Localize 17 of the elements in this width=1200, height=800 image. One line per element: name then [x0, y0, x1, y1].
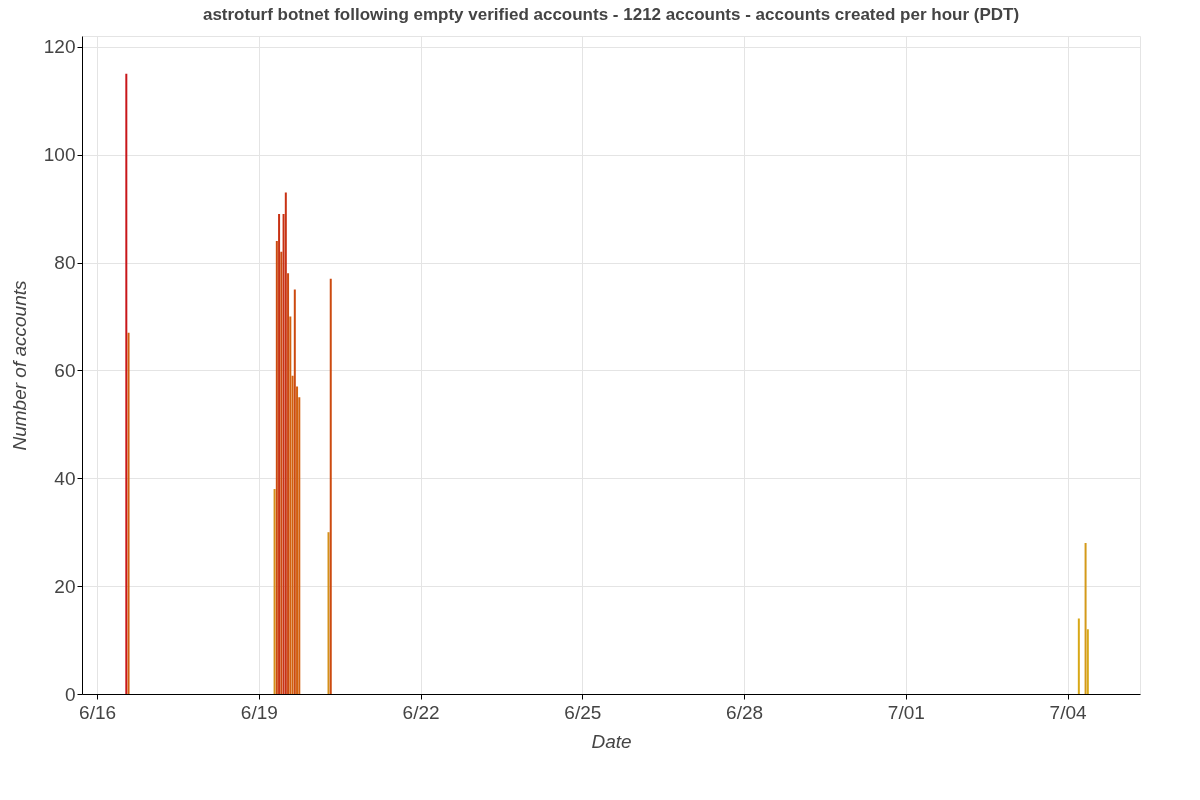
chart-title: astroturf botnet following empty verified accounts - 1212 accounts - accounts created per hour (PDT)	[202, 5, 1020, 24]
y-tick-label: 20	[54, 575, 76, 597]
x-tick-label: 6/22	[402, 701, 440, 723]
y-tick-label: 0	[64, 683, 76, 705]
x-tick-label: 6/25	[564, 701, 602, 723]
x-axis-title: Date	[591, 730, 632, 752]
y-tick-label: 40	[54, 467, 76, 489]
y-axis-title: Number of accounts	[8, 279, 30, 451]
y-tick-label: 120	[43, 36, 76, 58]
y-tick-label: 100	[43, 144, 76, 166]
y-tick-label: 60	[54, 359, 76, 381]
x-tick-label: 7/04	[1049, 701, 1088, 723]
x-tick-label: 7/01	[887, 701, 925, 723]
x-tick-label: 6/19	[240, 701, 278, 723]
y-tick-label: 80	[54, 252, 76, 274]
x-tick-label: 6/16	[79, 701, 117, 723]
x-tick-label: 6/28	[726, 701, 764, 723]
